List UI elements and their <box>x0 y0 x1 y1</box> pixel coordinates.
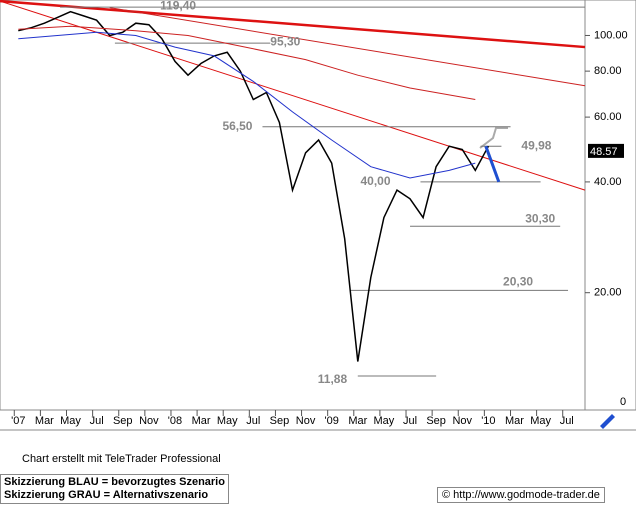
legend-line: Skizzierung GRAU = Alternativszenario <box>4 489 209 501</box>
x-tick-label: Jul <box>90 415 104 427</box>
pen-icon[interactable] <box>600 414 615 429</box>
y-tick-label: 80.00 <box>594 65 622 77</box>
level-label: 119,40 <box>160 0 196 12</box>
level-label: 30,30 <box>525 211 555 225</box>
x-tick-label: Nov <box>296 415 316 427</box>
x-tick-label: '07 <box>11 415 25 427</box>
level-label: 40,00 <box>360 174 390 188</box>
x-tick-label: '09 <box>325 415 339 427</box>
plot-frame <box>0 0 586 411</box>
level-label: 49,98 <box>521 138 551 152</box>
x-tick-label: May <box>217 415 238 427</box>
chart: 100.00 80.00 60.00 40.00 20.00 0 '07 Mar May Jul S… <box>0 0 636 431</box>
series-line <box>484 145 501 183</box>
x-tick-label: Jul <box>403 415 417 427</box>
x-tick-label: Mar <box>35 415 54 427</box>
x-tick-label: '08 <box>168 415 182 427</box>
y-axis-panel <box>584 0 636 411</box>
x-tick-label: '10 <box>481 415 495 427</box>
level-label: 20,30 <box>503 274 533 288</box>
trend-line <box>0 0 586 49</box>
price-tag-label: 48.57 <box>590 146 618 158</box>
y-tick-label: 60.00 <box>594 111 622 123</box>
y-bottom-label: 0 <box>620 396 626 408</box>
level-label: 11,88 <box>318 372 348 386</box>
level-label: 56,50 <box>222 119 252 133</box>
series-line <box>18 25 476 100</box>
x-tick-label: Sep <box>113 415 133 427</box>
x-tick-label: Jul <box>246 415 260 427</box>
gray-scenario <box>479 127 508 149</box>
x-tick-label: May <box>374 415 395 427</box>
x-tick-label: Sep <box>270 415 290 427</box>
legend-line: Skizzierung BLAU = bevorzugtes Szenario <box>4 476 225 488</box>
x-tick-label: May <box>530 415 551 427</box>
x-tick-label: Mar <box>192 415 211 427</box>
x-tick-label: Mar <box>348 415 367 427</box>
x-tick-label: Sep <box>426 415 446 427</box>
x-tick-label: May <box>60 415 81 427</box>
x-tick-label: Mar <box>505 415 524 427</box>
x-tick-label: Nov <box>452 415 472 427</box>
source: © http://www.godmode-trader.de <box>437 487 605 503</box>
price-tag <box>588 143 624 158</box>
level-label: 95,30 <box>270 34 300 48</box>
credit: Chart erstellt mit TeleTrader Profession… <box>22 453 221 465</box>
legend-box: Skizzierung BLAU = bevorzugtes Szenario … <box>0 474 229 504</box>
series-line <box>18 10 490 362</box>
x-tick-label: Nov <box>139 415 159 427</box>
y-tick-label: 40.00 <box>594 176 622 188</box>
series-line <box>18 31 476 179</box>
y-tick-label: 20.00 <box>594 287 622 299</box>
y-tick-label: 100.00 <box>594 29 628 41</box>
trend-line <box>109 7 586 87</box>
x-tick-label: Jul <box>560 415 574 427</box>
